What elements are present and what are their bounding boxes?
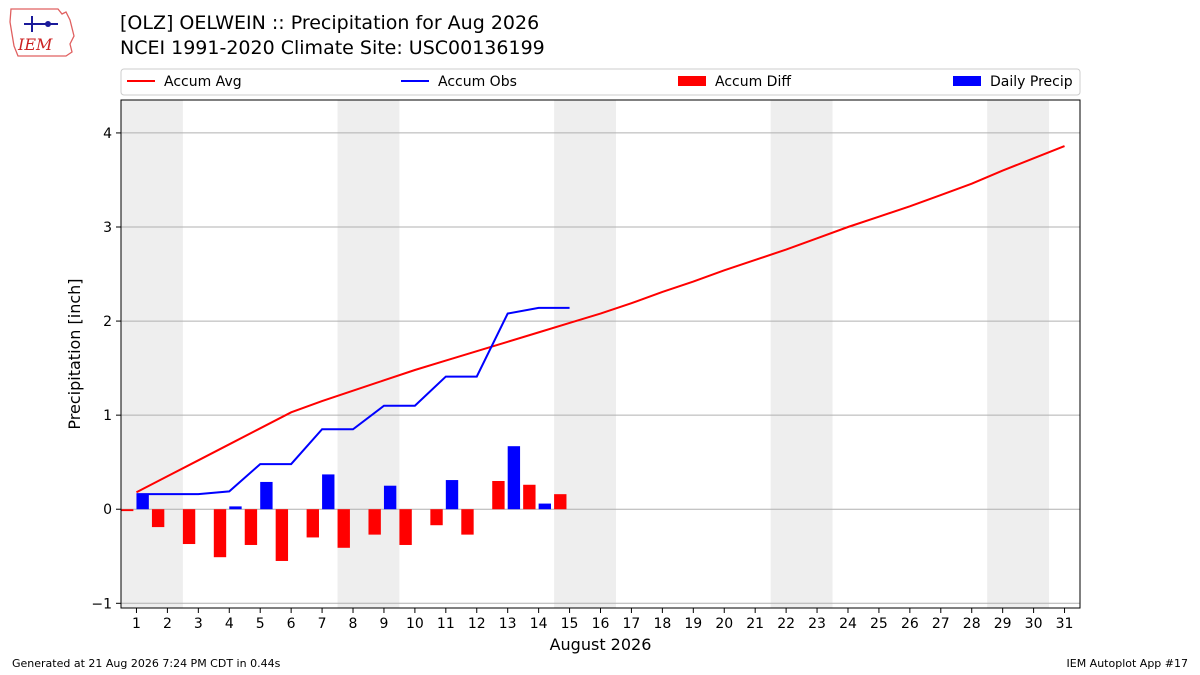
x-tick-label: 15 <box>561 616 579 632</box>
x-tick-label: 8 <box>349 616 358 632</box>
accum-diff-bar <box>523 484 536 510</box>
x-tick-label: 25 <box>870 616 888 632</box>
weekend-shade <box>987 100 1050 608</box>
x-tick-label: 26 <box>901 616 919 632</box>
weekend-shade <box>554 100 616 608</box>
legend-label-accum-diff: Accum Diff <box>715 74 791 90</box>
x-tick-label: 30 <box>1025 616 1043 632</box>
x-tick-label: 4 <box>225 616 234 632</box>
bars <box>121 446 567 561</box>
x-tick-label: 12 <box>468 616 486 632</box>
x-tick-label: 18 <box>653 616 671 632</box>
iem-logo: IEM <box>8 6 80 58</box>
generated-timestamp: Generated at 21 Aug 2026 7:24 PM CDT in … <box>12 657 281 670</box>
x-tick-label: 11 <box>437 616 455 632</box>
iem-logo-graphic: IEM <box>9 8 75 57</box>
weather-vane-hub <box>45 21 51 27</box>
legend-label-accum-avg: Accum Avg <box>164 74 242 90</box>
legend-label-daily-precip: Daily Precip <box>990 74 1073 90</box>
accum-diff-bar <box>430 509 443 526</box>
x-axis-label: August 2026 <box>550 635 652 654</box>
accum-diff-bar <box>306 509 319 538</box>
accum-diff-bar <box>275 509 289 561</box>
accum-obs-line <box>136 306 570 496</box>
x-tick-label: 22 <box>777 616 795 632</box>
x-tick-label: 28 <box>963 616 981 632</box>
x-tick-label: 5 <box>256 616 265 632</box>
accum-diff-bar <box>554 494 567 510</box>
weekend-shading <box>121 100 1050 608</box>
accum-diff-bar <box>121 509 134 512</box>
accum-diff-bar <box>337 509 350 548</box>
lines <box>136 145 1065 496</box>
iem-logo-text: IEM <box>17 35 53 54</box>
iowa-outline-icon <box>9 8 75 57</box>
y-tick-label: 4 <box>103 126 112 142</box>
daily-precip-bar <box>136 494 149 510</box>
x-tick-label: 31 <box>1056 616 1074 632</box>
y-tick-label: 2 <box>103 314 112 330</box>
accum-diff-bar <box>368 509 381 535</box>
x-tick-label: 9 <box>379 616 388 632</box>
daily-precip-bar <box>445 480 459 510</box>
weekend-shade <box>770 100 833 608</box>
accum-diff-bar <box>151 509 165 528</box>
x-tick-label: 2 <box>163 616 172 632</box>
chart-title: [OLZ] OELWEIN :: Precipitation for Aug 2… <box>120 12 540 34</box>
y-tick-label: −1 <box>91 596 112 612</box>
daily-precip-bar <box>507 446 521 510</box>
x-tick-label: 3 <box>194 616 203 632</box>
accum-diff-bar <box>492 481 505 510</box>
daily-precip-bar <box>383 485 397 510</box>
daily-precip-bar <box>322 474 335 510</box>
x-tick-label: 17 <box>623 616 641 632</box>
y-axis-label: Precipitation [inch] <box>65 278 84 429</box>
accum-diff-bar <box>399 509 412 545</box>
accum-diff-bar <box>461 509 474 535</box>
accum-diff-bar <box>213 509 227 558</box>
legend-label-accum-obs: Accum Obs <box>438 74 517 90</box>
accum-diff-bar <box>182 509 196 545</box>
x-tick-label: 14 <box>530 616 548 632</box>
legend-swatch-daily-precip <box>953 76 981 86</box>
x-tick-label: 19 <box>684 616 702 632</box>
app-credit: IEM Autoplot App #17 <box>1066 657 1189 670</box>
y-tick-label: 0 <box>103 502 112 518</box>
accum-diff-bar <box>244 509 258 545</box>
x-tick-label: 24 <box>839 616 857 632</box>
daily-precip-bar <box>538 503 552 510</box>
x-tick-label: 29 <box>994 616 1012 632</box>
x-tick-label: 23 <box>808 616 826 632</box>
daily-precip-bar <box>229 506 242 510</box>
x-tick-label: 21 <box>746 616 764 632</box>
legend-swatch-accum-diff <box>678 76 706 86</box>
x-tick-label: 6 <box>287 616 296 632</box>
accum-avg-line <box>136 145 1065 494</box>
x-tick-label: 20 <box>715 616 733 632</box>
daily-precip-bar <box>260 481 273 510</box>
x-tick-label: 1 <box>132 616 141 632</box>
chart-subtitle: NCEI 1991-2020 Climate Site: USC00136199 <box>120 37 545 59</box>
legend-box <box>120 68 1081 96</box>
y-tick-label: 3 <box>103 220 112 236</box>
x-tick-label: 7 <box>318 616 327 632</box>
y-tick-label: 1 <box>103 408 112 424</box>
weekend-shade <box>121 100 183 608</box>
x-tick-label: 27 <box>932 616 950 632</box>
x-tick-label: 16 <box>592 616 610 632</box>
x-tick-label: 10 <box>406 616 424 632</box>
legend: Accum Avg Accum Obs Accum Diff Daily Precip <box>120 68 1081 96</box>
x-tick-label: 13 <box>499 616 517 632</box>
